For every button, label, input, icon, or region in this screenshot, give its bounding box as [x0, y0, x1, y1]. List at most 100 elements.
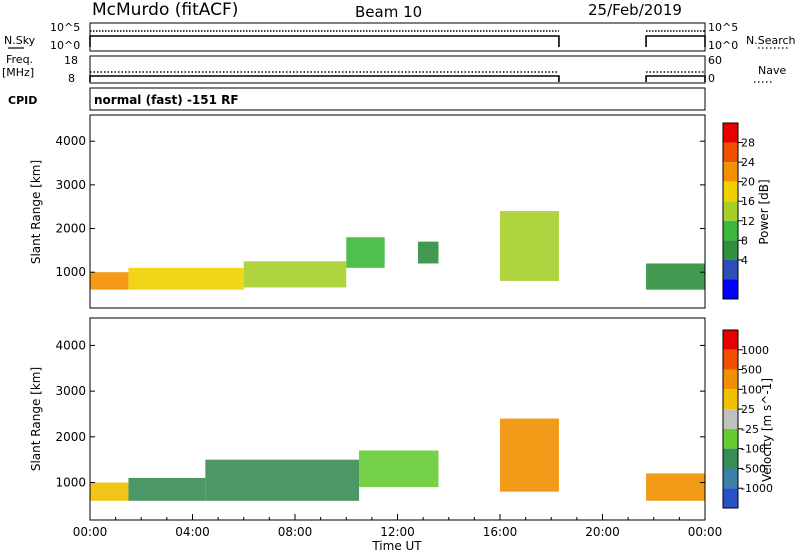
- data-region: [500, 418, 559, 492]
- power-panel: 1000 2000 3000 4000 Slant Range [km] 28 24 20…: [29, 114, 771, 309]
- colorbar-swatch: [723, 181, 738, 202]
- colorbar-tick-label: 20: [741, 176, 755, 189]
- colorbar-frame: [722, 329, 739, 509]
- velocity-colorbar-label: Velocity [m s^-1]: [760, 378, 774, 482]
- colorbar-swatch: [723, 201, 738, 221]
- colorbar-tick-label: -500: [741, 462, 766, 475]
- y-tick-label: 1000: [55, 476, 86, 490]
- nsky-tick-top: 10^5: [50, 21, 80, 34]
- colorbar-frame: [722, 122, 739, 300]
- y-tick-label: 3000: [55, 384, 86, 398]
- colorbar-swatch: [723, 123, 738, 143]
- nsky-traces: [89, 30, 706, 47]
- data-region: [90, 482, 129, 501]
- power-colorbar: 28 24 20 16 12 8 4: [722, 122, 755, 300]
- y-tick-label: 4000: [55, 134, 86, 148]
- cpid-label: CPID: [8, 94, 37, 107]
- data-region: [205, 459, 360, 501]
- freq-tick-top: 18: [64, 54, 78, 67]
- beam-title: Beam 10: [355, 3, 422, 21]
- freq-unit: [MHz]: [2, 66, 34, 79]
- data-region: [90, 272, 129, 290]
- data-region: [646, 263, 705, 290]
- freq-label: Freq.: [6, 53, 33, 66]
- station-title: McMurdo (fitACF): [92, 0, 238, 20]
- x-tick-label: 08:00: [278, 525, 313, 539]
- colorbar-swatch: [723, 468, 738, 489]
- colorbar-swatch: [723, 330, 738, 350]
- nsearch-tick-top: 10^5: [708, 21, 738, 34]
- colorbar-tick-label: 500: [741, 364, 762, 377]
- nsky-trace: [645, 35, 706, 47]
- data-region: [359, 450, 439, 488]
- nsky-strip-frame: [89, 22, 706, 52]
- velocity-cells: [90, 418, 705, 501]
- freq-traces: [89, 71, 706, 82]
- x-tick-label: 00:00: [688, 525, 723, 539]
- colorbar-tick-label: 1000: [741, 344, 769, 357]
- colorbar-swatch: [723, 428, 738, 449]
- y-tick-label: 2000: [55, 430, 86, 444]
- freq-trace: [89, 75, 560, 82]
- colorbar-swatch: [723, 240, 738, 260]
- time-axis-label: Time UT: [371, 539, 422, 553]
- colorbar-tick-label: -1000: [741, 482, 773, 495]
- colorbar-swatch: [723, 162, 738, 182]
- status-strips: N.Sky 10^5 10^0 N.Search 10^5 10^0 Freq.…: [2, 21, 796, 111]
- y-tick-label: 3000: [55, 178, 86, 192]
- cpid-strip-frame: [89, 87, 706, 111]
- data-region: [500, 211, 559, 281]
- colorbar-tick-label: 4: [741, 254, 748, 267]
- colorbar-swatch: [723, 448, 738, 469]
- y-tick-label: 4000: [55, 338, 86, 352]
- mode-text: normal (fast) -151 RF: [94, 93, 239, 107]
- colorbar-tick-label: 24: [741, 156, 755, 169]
- colorbar-tick-label: 25: [741, 403, 755, 416]
- data-region: [418, 241, 439, 264]
- x-tick-label: 20:00: [585, 525, 620, 539]
- colorbar-tick-label: 16: [741, 195, 755, 208]
- data-region: [243, 261, 347, 288]
- x-tick-label: 04:00: [175, 525, 210, 539]
- colorbar-tick-label: -100: [741, 443, 766, 456]
- colorbar-swatch: [723, 349, 738, 370]
- velocity-ylabel: Slant Range [km]: [29, 367, 43, 471]
- nsky-label: N.Sky: [4, 34, 36, 47]
- colorbar-swatch: [723, 259, 738, 280]
- x-tick-label: 16:00: [483, 525, 518, 539]
- data-region: [646, 473, 705, 501]
- data-region: [128, 477, 206, 501]
- power-y-axis: 1000 2000 3000 4000: [55, 134, 705, 279]
- colorbar-tick-label: -25: [741, 423, 759, 436]
- colorbar-swatch: [723, 389, 738, 410]
- nsearch-label: N.Search: [746, 34, 796, 47]
- nsky-trace: [89, 35, 560, 47]
- colorbar-swatch: [723, 279, 738, 299]
- freq-trace: [645, 75, 706, 82]
- data-region: [128, 267, 244, 290]
- data-region: [346, 237, 385, 268]
- power-cells: [90, 211, 705, 290]
- power-frame: [89, 114, 706, 309]
- colorbar-swatch: [723, 488, 738, 508]
- freq-tick-bottom: 8: [68, 72, 75, 85]
- date-title: 25/Feb/2019: [588, 1, 682, 19]
- velocity-panel: 1000 2000 3000 4000 Slant Range [km] 1000 50…: [29, 317, 774, 553]
- nsearch-tick-bottom: 10^0: [708, 39, 738, 52]
- freq-strip-frame: [89, 55, 706, 84]
- x-tick-label: 00:00: [73, 525, 108, 539]
- x-tick-label: 12:00: [380, 525, 415, 539]
- colorbar-tick-label: 100: [741, 383, 762, 396]
- colorbar-swatch: [723, 409, 738, 429]
- time-axis: 00:00 04:00 08:00 12:00 16:00 20:00 00:00: [73, 514, 723, 539]
- y-tick-label: 2000: [55, 222, 86, 236]
- nave-tick-top: 60: [708, 54, 722, 67]
- velocity-colorbar: 1000 500 100 25 -25 -100 -500 -1000: [722, 329, 773, 509]
- nsky-tick-bottom: 10^0: [50, 39, 80, 52]
- colorbar-tick-label: 12: [741, 215, 755, 228]
- power-ylabel: Slant Range [km]: [29, 160, 43, 264]
- y-tick-label: 1000: [55, 265, 86, 279]
- colorbar-swatch: [723, 369, 738, 390]
- velocity-y-axis: 1000 2000 3000 4000: [55, 338, 705, 490]
